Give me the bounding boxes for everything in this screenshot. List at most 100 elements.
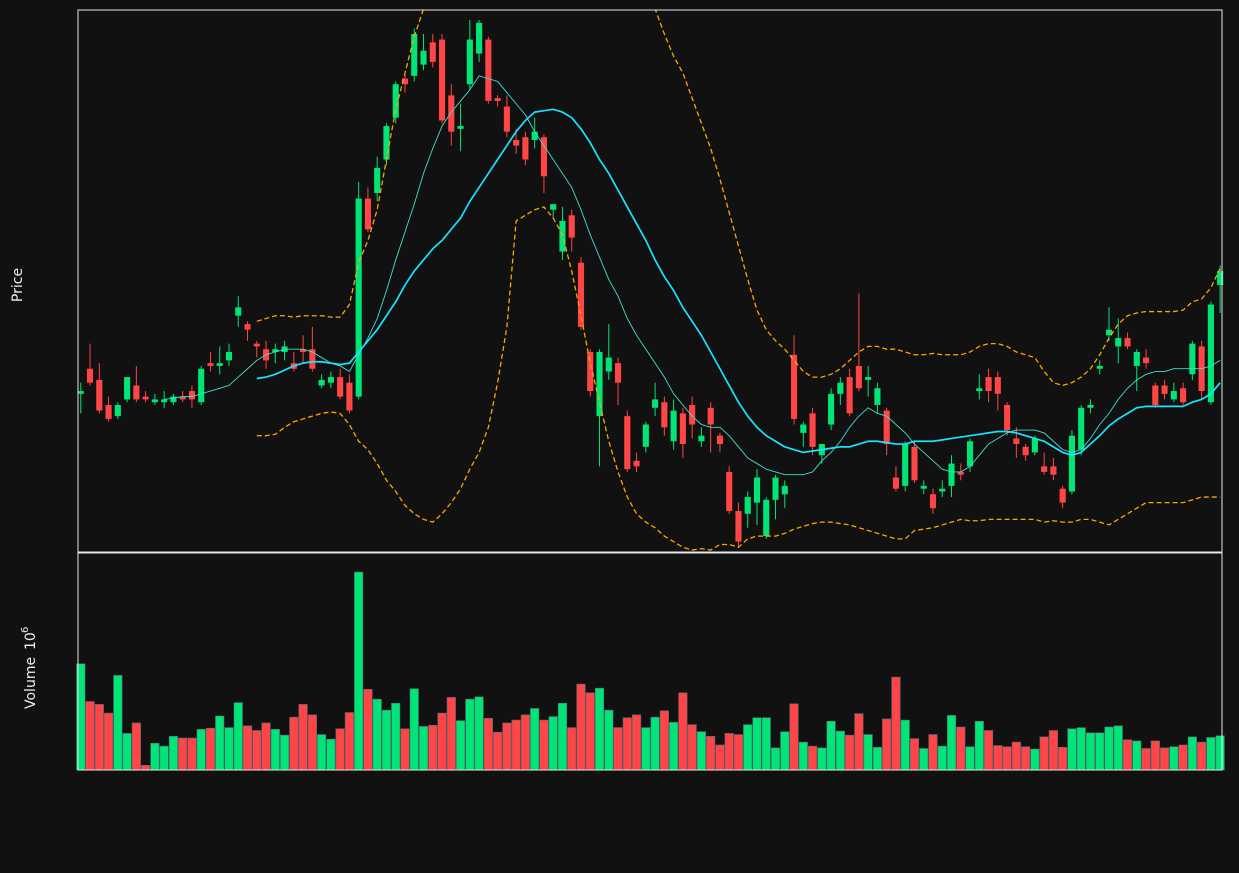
volume-bar [1178, 744, 1188, 771]
candle-body [1105, 329, 1113, 336]
volume-bar [224, 727, 234, 771]
candle-body [1031, 438, 1038, 453]
volume-bar [604, 709, 614, 771]
candle-body [244, 324, 251, 330]
volume-bar [567, 727, 577, 771]
candle-body [1189, 343, 1196, 375]
volume-bar [437, 712, 447, 771]
volume-bar [928, 734, 938, 771]
candle-body [77, 391, 84, 394]
volume-bar [270, 729, 280, 771]
candle-body [781, 485, 788, 495]
candle-body [624, 416, 631, 470]
volume-bar [1197, 741, 1207, 771]
candle-body [1078, 407, 1085, 450]
volume-bar [242, 725, 253, 771]
volume-bar [354, 571, 364, 771]
candle-body [383, 126, 390, 160]
candle-body [1115, 338, 1122, 347]
volume-bar [576, 683, 586, 771]
volume-bar [696, 731, 706, 771]
volume-bar [122, 733, 132, 771]
candle-body [355, 198, 362, 397]
volume-bar [280, 734, 290, 771]
volume-bar [1021, 746, 1031, 771]
candle-body [216, 363, 223, 366]
candle-body [151, 399, 158, 403]
volume-bar [919, 748, 929, 771]
candle-body [494, 98, 501, 101]
volume-bar [520, 714, 530, 771]
candle-body [550, 204, 557, 210]
candle-body [503, 106, 510, 132]
price-axis-label: Price [10, 268, 26, 302]
volume-bar [1011, 741, 1021, 771]
candle-body [1013, 438, 1020, 445]
volume-bar [252, 730, 262, 771]
volume-bar [594, 687, 605, 771]
volume-bar [854, 713, 864, 771]
volume-bar [1067, 728, 1077, 771]
volume-bar [187, 737, 197, 771]
candle-body [1207, 304, 1214, 403]
candle-body [86, 368, 94, 383]
volume-bar [539, 719, 549, 771]
volume-bar [965, 746, 975, 771]
candle-body [309, 349, 316, 369]
volume-bar [474, 696, 484, 771]
volume-bar [104, 712, 114, 771]
candle-body [1161, 385, 1168, 394]
candle-body [1124, 338, 1131, 347]
candle-body [772, 477, 779, 500]
volume-bar [650, 716, 660, 771]
volume-bar [1206, 737, 1216, 771]
volume-bar [502, 722, 512, 771]
volume-bar [159, 745, 169, 771]
candle-body [614, 363, 622, 383]
volume-bar [1215, 735, 1225, 771]
volume-bar [826, 720, 836, 771]
volume-bar [808, 745, 818, 771]
candle-body [1059, 488, 1066, 503]
candle-body [985, 377, 992, 392]
volume-bar [233, 702, 243, 771]
candle-body [1041, 466, 1048, 472]
volume-bar [428, 724, 438, 771]
volume-bar [1132, 740, 1142, 771]
candle-body [855, 365, 862, 389]
volume-bar [465, 698, 475, 771]
candle-body [966, 441, 974, 467]
volume-bar [882, 718, 892, 771]
volume-bar [150, 742, 160, 771]
candle-body [114, 404, 121, 417]
volume-bar [113, 675, 123, 771]
line-series [256, 206, 1221, 551]
candle-body [568, 215, 575, 238]
candle-body [133, 385, 140, 400]
candle-body [411, 33, 418, 76]
volume-bar [733, 734, 744, 771]
candle-body [809, 413, 816, 447]
volume-bar [483, 718, 493, 771]
volume-bar [993, 745, 1003, 771]
volume-bar [381, 709, 392, 771]
volume-bar [298, 704, 308, 771]
volume-bar [984, 730, 994, 771]
volume-bar [900, 719, 910, 771]
candle-body [1096, 365, 1103, 369]
candle-body [652, 399, 659, 408]
volume-bar [752, 717, 762, 771]
volume-bar [891, 676, 901, 771]
volume-bar [178, 737, 188, 771]
candle-body [577, 262, 585, 327]
candle-body [318, 379, 325, 386]
volume-axis-label: Volume 10 6 [20, 627, 39, 709]
volume-bar [770, 747, 781, 771]
candle-body [735, 510, 742, 542]
candle-body [902, 444, 909, 486]
volume-bar [446, 697, 456, 771]
volume-bar [974, 720, 984, 771]
volume-bar [85, 701, 95, 771]
candle-body [689, 404, 696, 425]
candle-body [1022, 446, 1029, 456]
